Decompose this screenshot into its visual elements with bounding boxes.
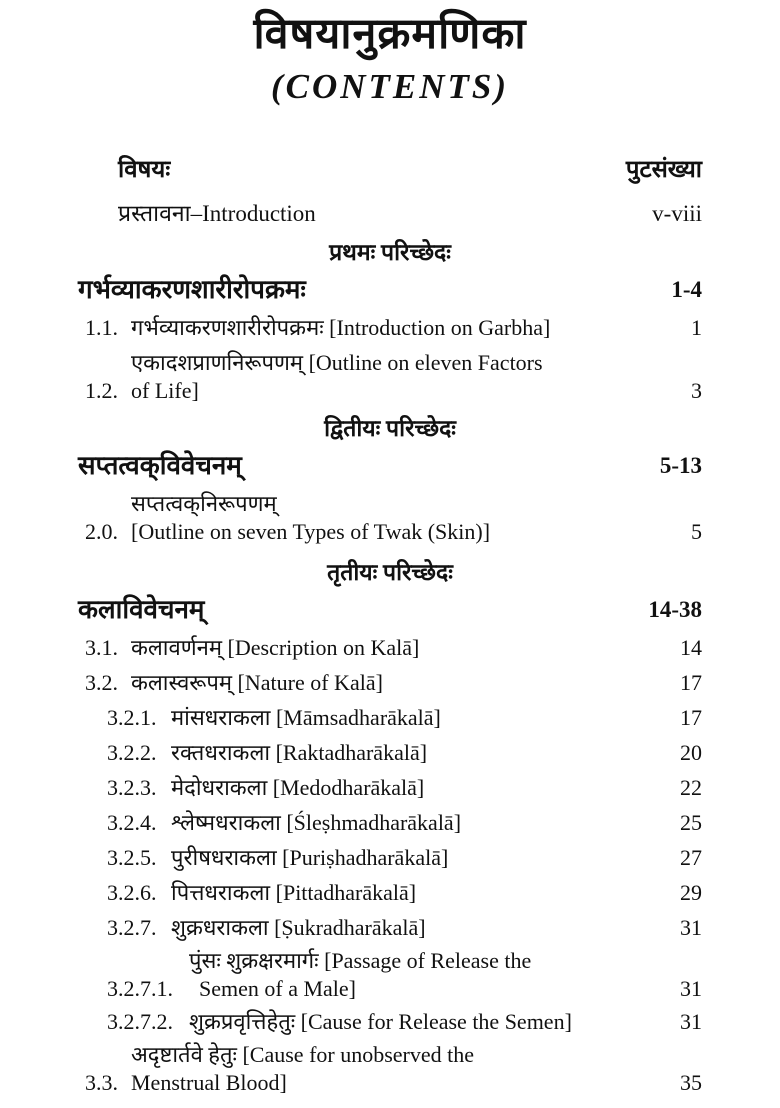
item-number: 3.2.6. xyxy=(107,880,157,906)
section-title: सप्तत्वक्‌विवेचनम् xyxy=(78,451,242,481)
column-header-subject: विषयः xyxy=(118,157,171,184)
item-page: 17 xyxy=(680,670,702,696)
section-pages: 14-38 xyxy=(648,597,702,623)
item-text: पुरीषधराकला [Puriṣhadharākalā] xyxy=(171,845,449,871)
item-text: गर्भव्याकरणशारीरोपक्रमः [Introduction on… xyxy=(131,315,551,341)
toc-item: 3.2.2. रक्तधराकला [Raktadharākalā] 20 xyxy=(107,739,702,767)
item-number: 2.0. xyxy=(85,519,118,545)
item-page: 5 xyxy=(691,519,702,545)
item-page: 31 xyxy=(680,1009,702,1035)
item-text: मांसधराकला [Māmsadharākalā] xyxy=(171,705,441,731)
intro-pages: v-viii xyxy=(652,201,702,227)
item-number: 1.1. xyxy=(85,315,118,341)
item-text-line2: Semen of a Male] xyxy=(199,976,356,1002)
chapter-heading-2: द्वितीयः परिच्छेदः xyxy=(324,416,456,442)
toc-item: 3.2.7.1. पुंसः शुक्रक्षरमार्गः [Passage … xyxy=(107,947,702,1003)
section-pages: 1-4 xyxy=(671,277,702,303)
item-text: पित्तधराकला [Pittadharākalā] xyxy=(171,880,417,906)
item-number: 3.3. xyxy=(85,1070,118,1096)
item-page: 25 xyxy=(680,810,702,836)
column-header-pages: पुटसंख्या xyxy=(625,157,702,184)
chapter-heading-3: तृतीयः परिच्छेदः xyxy=(327,560,453,586)
item-number: 3.2.1. xyxy=(107,705,157,731)
intro-row: प्रस्तावना–Introduction v-viii xyxy=(118,199,702,229)
item-text: एकादशप्राणनिरूपणम् [Outline on eleven Fa… xyxy=(131,350,543,376)
toc-item: 3.2.7.2. शुक्रप्रवृत्तिहेतुः [Cause for … xyxy=(107,1008,702,1036)
item-number: 3.2.7.1. xyxy=(107,976,173,1002)
toc-item: 3.2.1. मांसधराकला [Māmsadharākalā] 17 xyxy=(107,704,702,732)
item-page: 17 xyxy=(680,705,702,731)
item-text: अदृष्टार्तवे हेतुः [Cause for unobserved… xyxy=(131,1042,475,1068)
toc-item: 3.2.4. श्लेष्मधराकला [Śleṣhmadharākalā] … xyxy=(107,809,702,837)
item-number: 3.2.5. xyxy=(107,845,157,871)
item-page: 20 xyxy=(680,740,702,766)
toc-item: 3.2.3. मेदोधराकला [Medodharākalā] 22 xyxy=(107,774,702,802)
item-page: 29 xyxy=(680,880,702,906)
page-title-devanagari: विषयानुक्रमणिका xyxy=(253,11,527,58)
item-number: 3.1. xyxy=(85,635,118,661)
item-page: 1 xyxy=(691,315,702,341)
section-row-3: कलाविवेचनम् 14-38 xyxy=(78,593,702,627)
item-number: 3.2.7.2. xyxy=(107,1009,173,1035)
toc-item: 3.2. कलास्वरूपम् [Nature of Kalā] 17 xyxy=(85,669,702,697)
item-page: 35 xyxy=(680,1070,702,1096)
section-row-2: सप्तत्वक्‌विवेचनम् 5-13 xyxy=(78,449,702,483)
column-header-row: विषयः पुटसंख्या xyxy=(118,155,702,185)
item-number: 3.2.2. xyxy=(107,740,157,766)
item-number: 3.2.7. xyxy=(107,915,157,941)
item-text: शुक्रप्रवृत्तिहेतुः [Cause for Release t… xyxy=(189,1009,572,1035)
toc-item: 3.2.7. शुक्रधराकला [Ṣukradharākalā] 31 xyxy=(107,914,702,942)
item-text-line2: of Life] xyxy=(131,378,199,404)
toc-item: 2.0. सप्तत्वक्‌निरूपणम् [Outline on seve… xyxy=(85,490,702,546)
item-number: 1.2. xyxy=(85,378,118,404)
toc-item: 3.1. कलावर्णनम् [Description on Kalā] 14 xyxy=(85,634,702,662)
item-number: 3.2. xyxy=(85,670,118,696)
item-number: 3.2.4. xyxy=(107,810,157,836)
item-page: 31 xyxy=(680,976,702,1002)
item-text: मेदोधराकला [Medodharākalā] xyxy=(171,775,425,801)
page-title-english: (CONTENTS) xyxy=(270,66,510,106)
item-text-line2: Menstrual Blood] xyxy=(131,1070,287,1096)
toc-item: 3.2.5. पुरीषधराकला [Puriṣhadharākalā] 27 xyxy=(107,844,702,872)
toc-item: 3.3. अदृष्टार्तवे हेतुः [Cause for unobs… xyxy=(85,1041,702,1097)
item-page: 22 xyxy=(680,775,702,801)
toc-item: 1.1. गर्भव्याकरणशारीरोपक्रमः [Introducti… xyxy=(85,314,702,342)
chapter-heading-1: प्रथमः परिच्छेदः xyxy=(329,240,451,266)
item-text: कलास्वरूपम् [Nature of Kalā] xyxy=(131,670,383,696)
item-page: 31 xyxy=(680,915,702,941)
item-text: सप्तत्वक्‌निरूपणम् xyxy=(131,491,277,517)
intro-label: प्रस्तावना–Introduction xyxy=(118,201,316,227)
item-page: 3 xyxy=(691,378,702,404)
toc-item: 1.2. एकादशप्राणनिरूपणम् [Outline on elev… xyxy=(85,349,702,405)
item-text: श्लेष्मधराकला [Śleṣhmadharākalā] xyxy=(171,810,462,836)
item-text-line2: [Outline on seven Types of Twak (Skin)] xyxy=(131,519,491,545)
section-pages: 5-13 xyxy=(659,453,702,479)
item-page: 27 xyxy=(680,845,702,871)
toc-item: 3.2.6. पित्तधराकला [Pittadharākalā] 29 xyxy=(107,879,702,907)
item-text: शुक्रधराकला [Ṣukradharākalā] xyxy=(171,915,426,941)
item-number: 3.2.3. xyxy=(107,775,157,801)
item-text: कलावर्णनम् [Description on Kalā] xyxy=(131,635,420,661)
item-text: रक्तधराकला [Raktadharākalā] xyxy=(171,740,428,766)
section-title: कलाविवेचनम् xyxy=(78,595,205,625)
section-title: गर्भव्याकरणशारीरोपक्रमः xyxy=(78,275,306,305)
item-page: 14 xyxy=(680,635,702,661)
section-row-1: गर्भव्याकरणशारीरोपक्रमः 1-4 xyxy=(78,273,702,307)
item-text: पुंसः शुक्रक्षरमार्गः [Passage of Releas… xyxy=(189,948,532,974)
